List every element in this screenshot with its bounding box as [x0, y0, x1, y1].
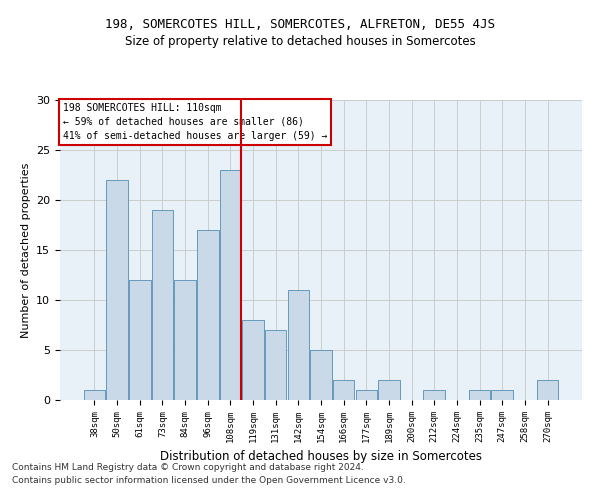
Bar	[152, 210, 173, 400]
Text: Contains HM Land Registry data © Crown copyright and database right 2024.: Contains HM Land Registry data © Crown c…	[12, 464, 364, 472]
Bar	[310, 350, 332, 400]
Bar	[424, 390, 445, 400]
Bar	[84, 390, 105, 400]
Bar	[106, 180, 128, 400]
Bar	[242, 320, 264, 400]
Text: 198 SOMERCOTES HILL: 110sqm
← 59% of detached houses are smaller (86)
41% of sem: 198 SOMERCOTES HILL: 110sqm ← 59% of det…	[62, 103, 327, 141]
Bar	[129, 280, 151, 400]
Text: Size of property relative to detached houses in Somercotes: Size of property relative to detached ho…	[125, 35, 475, 48]
Bar	[287, 290, 309, 400]
Bar	[491, 390, 513, 400]
Text: Contains public sector information licensed under the Open Government Licence v3: Contains public sector information licen…	[12, 476, 406, 485]
Bar	[197, 230, 218, 400]
Bar	[469, 390, 490, 400]
Text: 198, SOMERCOTES HILL, SOMERCOTES, ALFRETON, DE55 4JS: 198, SOMERCOTES HILL, SOMERCOTES, ALFRET…	[105, 18, 495, 30]
Bar	[333, 380, 355, 400]
X-axis label: Distribution of detached houses by size in Somercotes: Distribution of detached houses by size …	[160, 450, 482, 464]
Bar	[220, 170, 241, 400]
Y-axis label: Number of detached properties: Number of detached properties	[20, 162, 31, 338]
Bar	[537, 380, 558, 400]
Bar	[378, 380, 400, 400]
Bar	[265, 330, 286, 400]
Bar	[175, 280, 196, 400]
Bar	[356, 390, 377, 400]
